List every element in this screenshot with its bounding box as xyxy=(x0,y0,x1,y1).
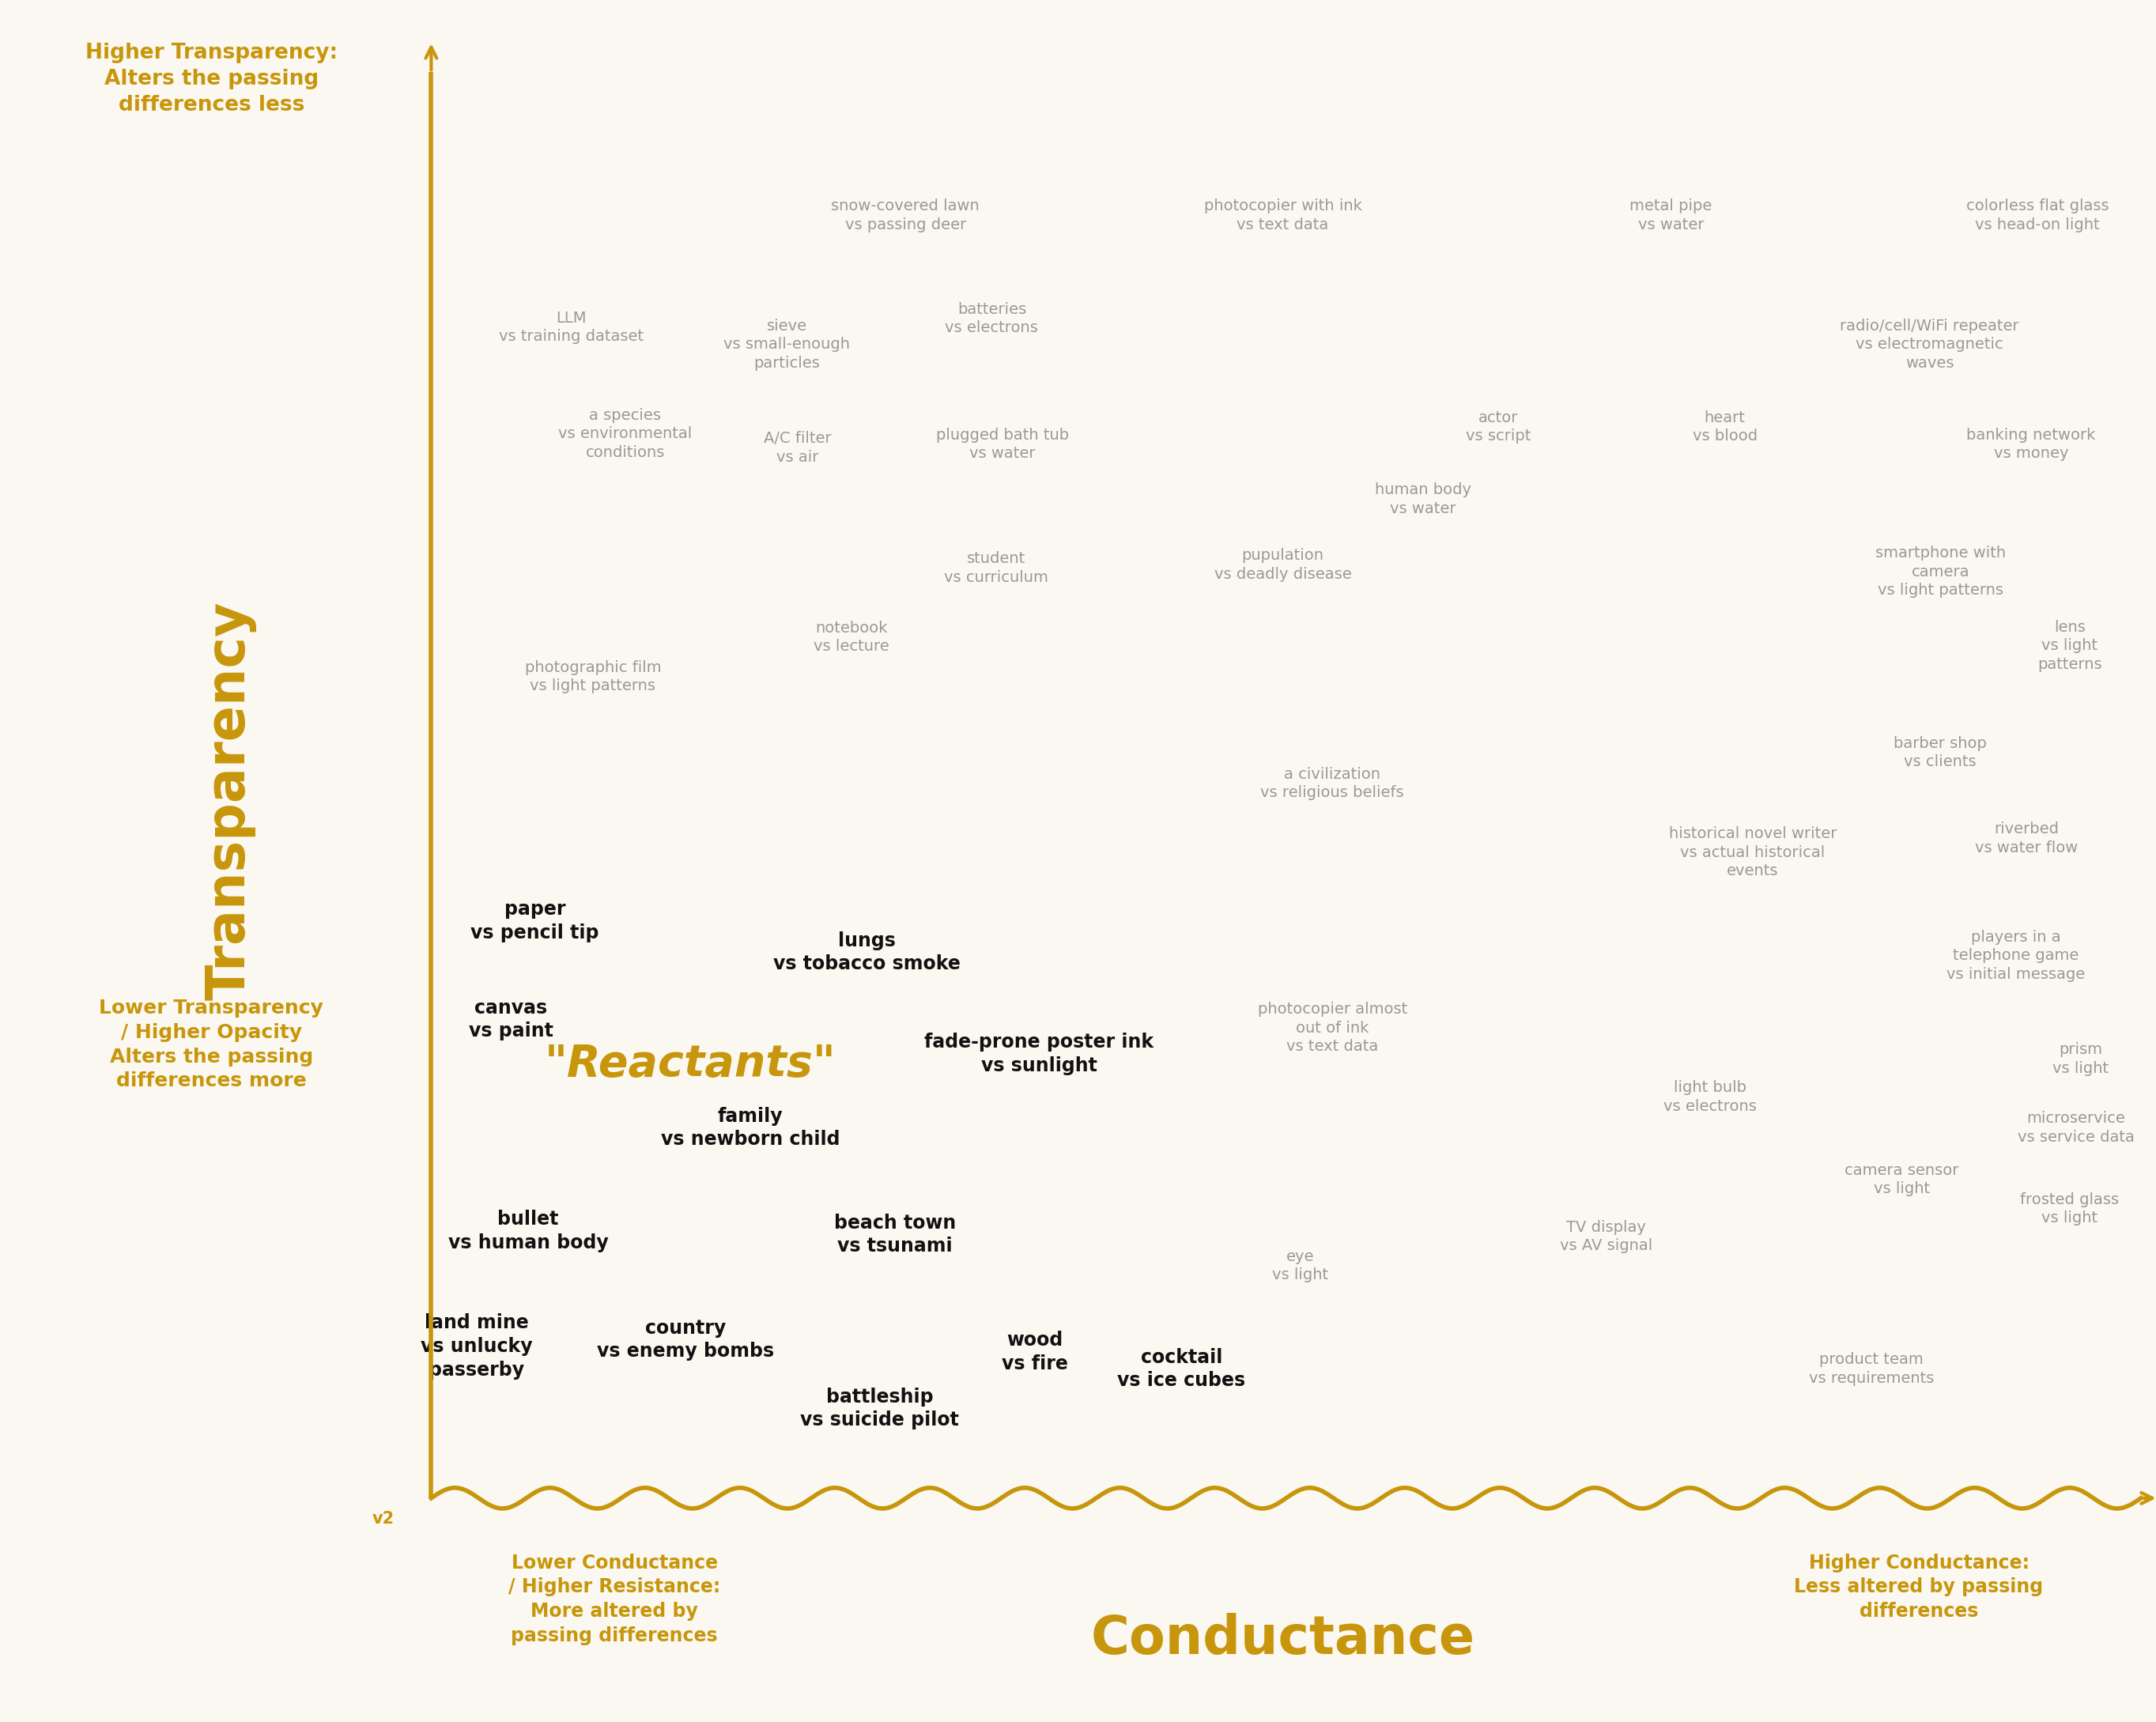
Text: battleship
vs suicide pilot: battleship vs suicide pilot xyxy=(800,1388,959,1429)
Text: players in a
telephone game
vs initial message: players in a telephone game vs initial m… xyxy=(1947,930,2085,982)
Text: lungs
vs tobacco smoke: lungs vs tobacco smoke xyxy=(774,932,959,973)
Text: microservice
vs service data: microservice vs service data xyxy=(2018,1111,2134,1145)
Text: cocktail
vs ice cubes: cocktail vs ice cubes xyxy=(1117,1348,1246,1390)
Text: family
vs newborn child: family vs newborn child xyxy=(660,1107,841,1149)
Text: a species
vs environmental
conditions: a species vs environmental conditions xyxy=(558,408,692,460)
Text: eye
vs light: eye vs light xyxy=(1272,1248,1328,1283)
Text: metal pipe
vs water: metal pipe vs water xyxy=(1630,198,1712,232)
Text: Higher Transparency:
Alters the passing
differences less: Higher Transparency: Alters the passing … xyxy=(84,43,338,115)
Text: banking network
vs money: banking network vs money xyxy=(1966,427,2096,461)
Text: wood
vs fire: wood vs fire xyxy=(1003,1331,1067,1372)
Text: Lower Transparency
/ Higher Opacity
Alters the passing
differences more: Lower Transparency / Higher Opacity Alte… xyxy=(99,999,323,1090)
Text: paper
vs pencil tip: paper vs pencil tip xyxy=(470,901,599,942)
Text: Lower Conductance
/ Higher Resistance:
More altered by
passing differences: Lower Conductance / Higher Resistance: M… xyxy=(509,1553,720,1645)
Text: riverbed
vs water flow: riverbed vs water flow xyxy=(1975,821,2078,856)
Text: v2: v2 xyxy=(373,1510,395,1527)
Text: plugged bath tub
vs water: plugged bath tub vs water xyxy=(936,427,1069,461)
Text: LLM
vs training dataset: LLM vs training dataset xyxy=(498,310,645,344)
Text: colorless flat glass
vs head-on light: colorless flat glass vs head-on light xyxy=(1966,198,2109,232)
Text: Conductance: Conductance xyxy=(1091,1614,1475,1665)
Text: Higher Conductance:
Less altered by passing
differences: Higher Conductance: Less altered by pass… xyxy=(1794,1553,2044,1620)
Text: student
vs curriculum: student vs curriculum xyxy=(944,551,1048,585)
Text: prism
vs light: prism vs light xyxy=(2053,1042,2109,1076)
Text: photocopier with ink
vs text data: photocopier with ink vs text data xyxy=(1203,198,1363,232)
Text: snow-covered lawn
vs passing deer: snow-covered lawn vs passing deer xyxy=(832,198,979,232)
Text: heart
vs blood: heart vs blood xyxy=(1692,410,1757,444)
Text: actor
vs script: actor vs script xyxy=(1466,410,1531,444)
Text: photographic film
vs light patterns: photographic film vs light patterns xyxy=(524,660,662,694)
Text: historical novel writer
vs actual historical
events: historical novel writer vs actual histor… xyxy=(1669,827,1837,878)
Text: canvas
vs paint: canvas vs paint xyxy=(468,999,554,1040)
Text: product team
vs requirements: product team vs requirements xyxy=(1809,1352,1934,1386)
Text: "Reactants": "Reactants" xyxy=(543,1044,837,1085)
Text: frosted glass
vs light: frosted glass vs light xyxy=(2020,1192,2119,1226)
Text: lens
vs light
patterns: lens vs light patterns xyxy=(2037,620,2102,672)
Text: A/C filter
vs air: A/C filter vs air xyxy=(763,430,832,465)
Text: barber shop
vs clients: barber shop vs clients xyxy=(1893,735,1988,770)
Text: smartphone with
camera
vs light patterns: smartphone with camera vs light patterns xyxy=(1876,546,2005,598)
Text: fade-prone poster ink
vs sunlight: fade-prone poster ink vs sunlight xyxy=(925,1033,1153,1075)
Text: country
vs enemy bombs: country vs enemy bombs xyxy=(597,1319,774,1360)
Text: batteries
vs electrons: batteries vs electrons xyxy=(944,301,1039,336)
Text: pupulation
vs deadly disease: pupulation vs deadly disease xyxy=(1214,548,1352,582)
Text: sieve
vs small-enough
particles: sieve vs small-enough particles xyxy=(724,319,849,370)
Text: light bulb
vs electrons: light bulb vs electrons xyxy=(1662,1080,1757,1114)
Text: TV display
vs AV signal: TV display vs AV signal xyxy=(1561,1219,1651,1254)
Text: camera sensor
vs light: camera sensor vs light xyxy=(1846,1162,1958,1197)
Text: notebook
vs lecture: notebook vs lecture xyxy=(813,620,890,654)
Text: a civilization
vs religious beliefs: a civilization vs religious beliefs xyxy=(1261,766,1404,801)
Text: photocopier almost
out of ink
vs text data: photocopier almost out of ink vs text da… xyxy=(1257,1002,1408,1054)
Text: bullet
vs human body: bullet vs human body xyxy=(448,1211,608,1252)
Text: Transparency: Transparency xyxy=(205,601,257,1000)
Text: land mine
vs unlucky
passerby: land mine vs unlucky passerby xyxy=(420,1314,533,1379)
Text: human body
vs water: human body vs water xyxy=(1376,482,1470,517)
Text: beach town
vs tsunami: beach town vs tsunami xyxy=(834,1214,955,1255)
Text: radio/cell/WiFi repeater
vs electromagnetic
waves: radio/cell/WiFi repeater vs electromagne… xyxy=(1839,319,2020,370)
